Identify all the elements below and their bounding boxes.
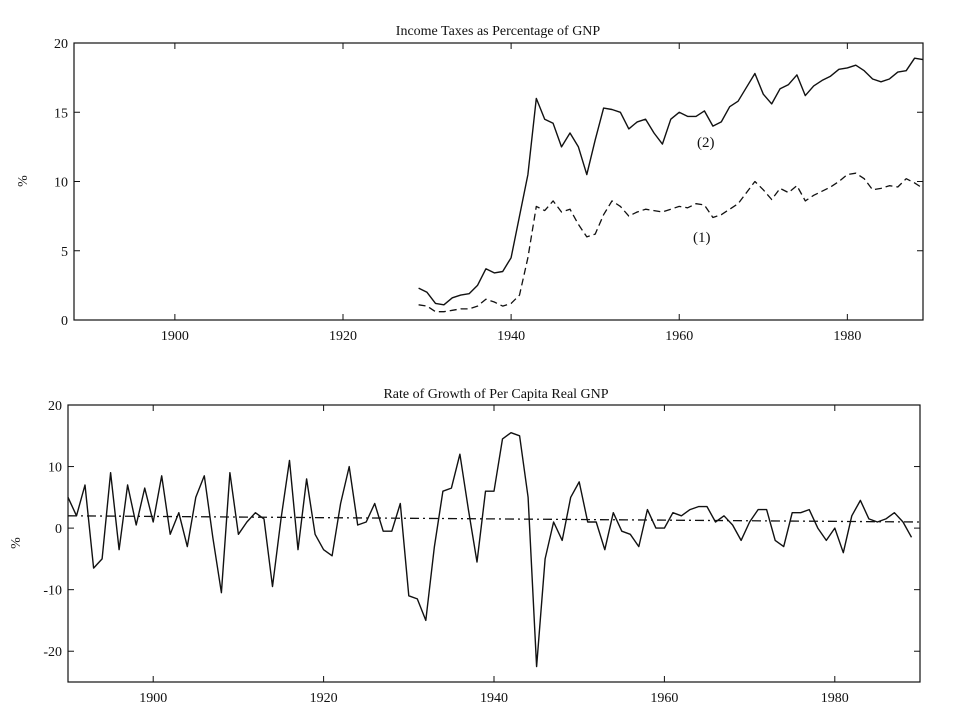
- income-tax-chart: Income Taxes as Percentage of GNP % 0 5 10…: [16, 24, 924, 344]
- y-tick-label: 0: [61, 314, 68, 329]
- y-tick-label: 15: [54, 106, 68, 121]
- x-tick-label: 1960: [650, 691, 678, 706]
- y-axis-label: %: [9, 537, 24, 549]
- gnp-growth-chart: Rate of Growth of Per Capita Real GNP % …: [9, 387, 921, 706]
- y-tick-label: -10: [43, 584, 62, 599]
- chart-title: Rate of Growth of Per Capita Real GNP: [383, 387, 608, 402]
- series-line-2: [67, 515, 921, 523]
- x-tick-label: 1940: [497, 329, 525, 344]
- y-tick-label: 0: [55, 522, 62, 537]
- x-tick-label: 1900: [161, 329, 189, 344]
- x-tick-label: 1940: [480, 691, 508, 706]
- plot-frame: [67, 404, 921, 683]
- x-tick-label: 1920: [329, 329, 357, 344]
- x-tick-label: 1960: [665, 329, 693, 344]
- x-tick-label: 1980: [821, 691, 849, 706]
- y-tick-label: 20: [48, 399, 62, 414]
- y-tick-label: 10: [54, 176, 68, 191]
- series-label-1: (1): [693, 230, 711, 246]
- series-line-1: [67, 432, 913, 668]
- plot-frame: [73, 42, 924, 321]
- series-label-2: (2): [697, 135, 715, 151]
- series-line-2: [418, 172, 924, 313]
- y-tick-label: 20: [54, 37, 68, 52]
- chart-title: Income Taxes as Percentage of GNP: [396, 24, 601, 39]
- y-axis-label: %: [16, 175, 31, 187]
- x-tick-label: 1920: [310, 691, 338, 706]
- x-tick-label: 1900: [139, 691, 167, 706]
- y-tick-label: 10: [48, 461, 62, 476]
- y-tick-label: -20: [43, 645, 62, 660]
- x-tick-label: 1980: [833, 329, 861, 344]
- series-line-1: [418, 57, 924, 306]
- y-tick-label: 5: [61, 245, 68, 260]
